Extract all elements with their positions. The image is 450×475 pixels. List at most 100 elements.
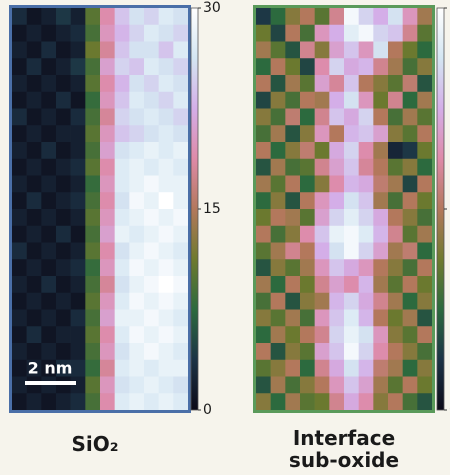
heatmap-cell xyxy=(173,8,188,25)
heatmap-cell xyxy=(144,326,159,343)
heatmap-cell xyxy=(373,343,388,360)
heatmap-cell xyxy=(144,243,159,260)
heatmap-cell xyxy=(256,393,271,410)
heatmap-cell xyxy=(56,293,71,310)
heatmap-cell xyxy=(256,377,271,394)
heatmap-cell xyxy=(373,259,388,276)
heatmap-cell xyxy=(159,343,174,360)
heatmap-cell xyxy=(315,226,330,243)
heatmap-cell xyxy=(71,243,86,260)
heatmap-cell xyxy=(344,243,359,260)
heatmap-cell xyxy=(56,276,71,293)
heatmap-cell xyxy=(71,159,86,176)
heatmap-cell xyxy=(27,159,42,176)
heatmap-cell xyxy=(144,276,159,293)
heatmap-cell xyxy=(129,92,144,109)
heatmap-cell xyxy=(12,377,27,394)
heatmap-cell xyxy=(12,75,27,92)
heatmap-cell xyxy=(144,192,159,209)
heatmap-cell xyxy=(115,293,130,310)
heatmap-cell xyxy=(315,259,330,276)
heatmap-cell xyxy=(271,176,286,193)
heatmap-cell xyxy=(329,310,344,327)
heatmap-cell xyxy=(173,142,188,159)
heatmap-cell xyxy=(403,159,418,176)
heatmap-cell xyxy=(329,293,344,310)
heatmap-cell xyxy=(27,109,42,126)
heatmap-cell xyxy=(285,226,300,243)
heatmap-cell xyxy=(271,142,286,159)
heatmap-cell xyxy=(173,109,188,126)
heatmap-cell xyxy=(329,393,344,410)
heatmap-cell xyxy=(300,377,315,394)
heatmap-cell xyxy=(373,226,388,243)
heatmap-cell xyxy=(71,92,86,109)
heatmap-cell xyxy=(359,243,374,260)
heatmap-cell xyxy=(129,58,144,75)
heatmap-cell xyxy=(300,159,315,176)
heatmap-cell xyxy=(417,8,432,25)
heatmap-cell xyxy=(129,209,144,226)
heatmap-cell xyxy=(373,176,388,193)
heatmap-cell xyxy=(71,326,86,343)
heatmap-cell xyxy=(100,343,115,360)
heatmap-cell xyxy=(115,343,130,360)
heatmap-cell xyxy=(256,176,271,193)
heatmap-cell xyxy=(100,125,115,142)
heatmap-cell xyxy=(300,226,315,243)
heatmap-cell xyxy=(129,243,144,260)
heatmap-cell xyxy=(403,243,418,260)
heatmap-cell xyxy=(71,310,86,327)
heatmap-cell xyxy=(300,125,315,142)
heatmap-cell xyxy=(388,343,403,360)
heatmap-cell xyxy=(56,42,71,59)
heatmap-cell xyxy=(300,8,315,25)
heatmap-cell xyxy=(41,259,56,276)
heatmap-cell xyxy=(12,176,27,193)
heatmap-cell xyxy=(256,58,271,75)
heatmap-cell xyxy=(71,42,86,59)
heatmap-cell xyxy=(12,42,27,59)
heatmap-cell xyxy=(41,25,56,42)
heatmap-cell xyxy=(285,58,300,75)
heatmap-cell xyxy=(359,25,374,42)
heatmap-cell xyxy=(388,159,403,176)
heatmap-cell xyxy=(417,109,432,126)
heatmap-cell xyxy=(159,8,174,25)
heatmap-cell xyxy=(129,343,144,360)
heatmap-cell xyxy=(315,192,330,209)
heatmap-cell xyxy=(129,360,144,377)
heatmap-cell xyxy=(300,343,315,360)
heatmap-cell xyxy=(315,243,330,260)
heatmap-cell xyxy=(388,243,403,260)
heatmap-cell xyxy=(41,293,56,310)
heatmap-cell xyxy=(315,326,330,343)
heatmap-cell xyxy=(144,142,159,159)
heatmap-cell xyxy=(27,92,42,109)
heatmap-cell xyxy=(359,125,374,142)
heatmap-cell xyxy=(329,276,344,293)
heatmap-cell xyxy=(403,176,418,193)
heatmap-cell xyxy=(100,58,115,75)
heatmap-cell xyxy=(300,25,315,42)
heatmap-cell xyxy=(403,109,418,126)
heatmap-cell xyxy=(256,159,271,176)
heatmap-cell xyxy=(173,377,188,394)
heatmap-cell xyxy=(344,142,359,159)
heatmap-cell xyxy=(27,293,42,310)
heatmap-cell xyxy=(159,243,174,260)
heatmap-cell xyxy=(27,226,42,243)
heatmap-cell xyxy=(359,92,374,109)
heatmap-cell xyxy=(271,243,286,260)
heatmap-cell xyxy=(12,192,27,209)
heatmap-cell xyxy=(329,92,344,109)
heatmap-cell xyxy=(100,192,115,209)
heatmap-cell xyxy=(71,109,86,126)
heatmap-cell xyxy=(129,142,144,159)
heatmap-cell xyxy=(256,92,271,109)
heatmap-cell xyxy=(159,25,174,42)
heatmap-cell xyxy=(12,310,27,327)
heatmap-cell xyxy=(373,393,388,410)
heatmap-cell xyxy=(359,42,374,59)
heatmap-cell xyxy=(256,125,271,142)
